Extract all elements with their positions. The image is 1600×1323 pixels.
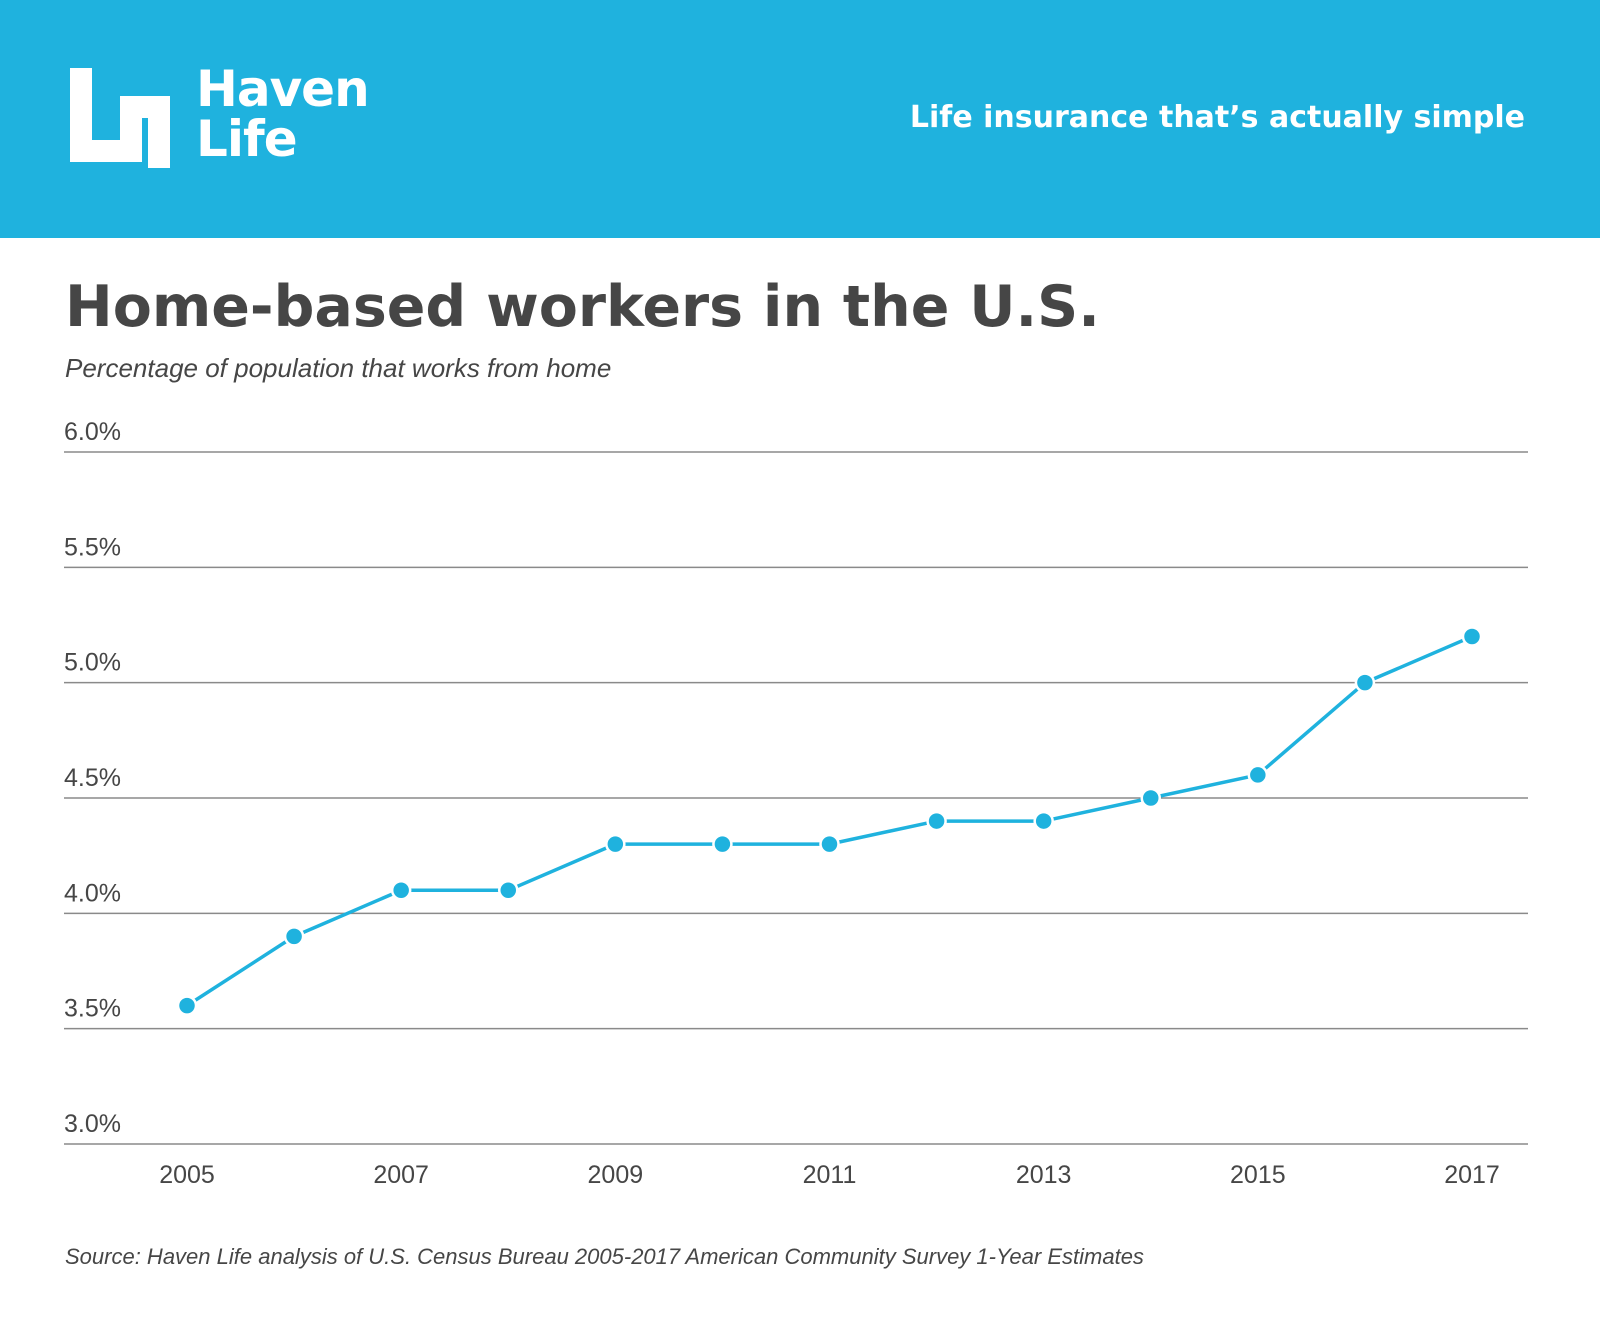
x-tick-label: 2007 bbox=[373, 1161, 429, 1189]
y-tick-label: 3.5% bbox=[64, 995, 121, 1023]
haven-life-logo-icon bbox=[70, 68, 170, 168]
data-point bbox=[1033, 810, 1054, 832]
data-point bbox=[283, 926, 305, 947]
x-tick-label: 2005 bbox=[159, 1161, 215, 1189]
y-tick-label: 5.5% bbox=[64, 533, 121, 561]
data-point bbox=[498, 880, 519, 901]
series-layer bbox=[176, 626, 1483, 1016]
chart-subtitle: Percentage of population that works from… bbox=[65, 353, 612, 383]
y-tick-label: 5.0% bbox=[64, 649, 121, 677]
series-line bbox=[186, 634, 1473, 1008]
y-tick-label: 6.0% bbox=[64, 418, 121, 446]
chart-title: Home-based workers in the U.S. bbox=[65, 274, 1100, 340]
y-tick-label: 3.0% bbox=[64, 1110, 121, 1138]
gridlines bbox=[64, 451, 1528, 1145]
data-point bbox=[712, 833, 733, 855]
y-tick-label: 4.5% bbox=[64, 764, 121, 792]
x-tick-label: 2009 bbox=[588, 1161, 644, 1189]
x-tick-label: 2013 bbox=[1016, 1161, 1072, 1189]
x-tick-label: 2011 bbox=[803, 1161, 857, 1189]
data-point bbox=[1140, 787, 1161, 809]
brand-logo-text: Haven Life bbox=[196, 60, 370, 168]
data-point bbox=[605, 833, 626, 855]
y-tick-label: 4.0% bbox=[64, 879, 121, 907]
source-note: Source: Haven Life analysis of U.S. Cens… bbox=[65, 1244, 1144, 1269]
data-point bbox=[1354, 672, 1376, 693]
data-point bbox=[819, 833, 840, 855]
x-tick-label: 2017 bbox=[1444, 1161, 1500, 1189]
data-point bbox=[176, 995, 198, 1016]
data-point bbox=[1461, 626, 1483, 647]
logo-line-2: Life bbox=[196, 110, 298, 168]
tagline: Life insurance that’s actually simple bbox=[909, 100, 1525, 135]
x-axis-ticks: 2005 2007 2009 2011 2013 2015 2017 bbox=[159, 1161, 1500, 1189]
data-point bbox=[926, 810, 947, 832]
data-point bbox=[1247, 764, 1269, 786]
logo-line-1: Haven bbox=[196, 60, 370, 118]
header-banner: Haven Life Life insurance that’s actuall… bbox=[0, 0, 1600, 238]
x-tick-label: 2015 bbox=[1230, 1161, 1286, 1189]
y-axis-ticks: 3.0% 3.5% 4.0% 4.5% 5.0% 5.5% 6.0% bbox=[64, 418, 121, 1138]
data-point bbox=[390, 880, 412, 901]
